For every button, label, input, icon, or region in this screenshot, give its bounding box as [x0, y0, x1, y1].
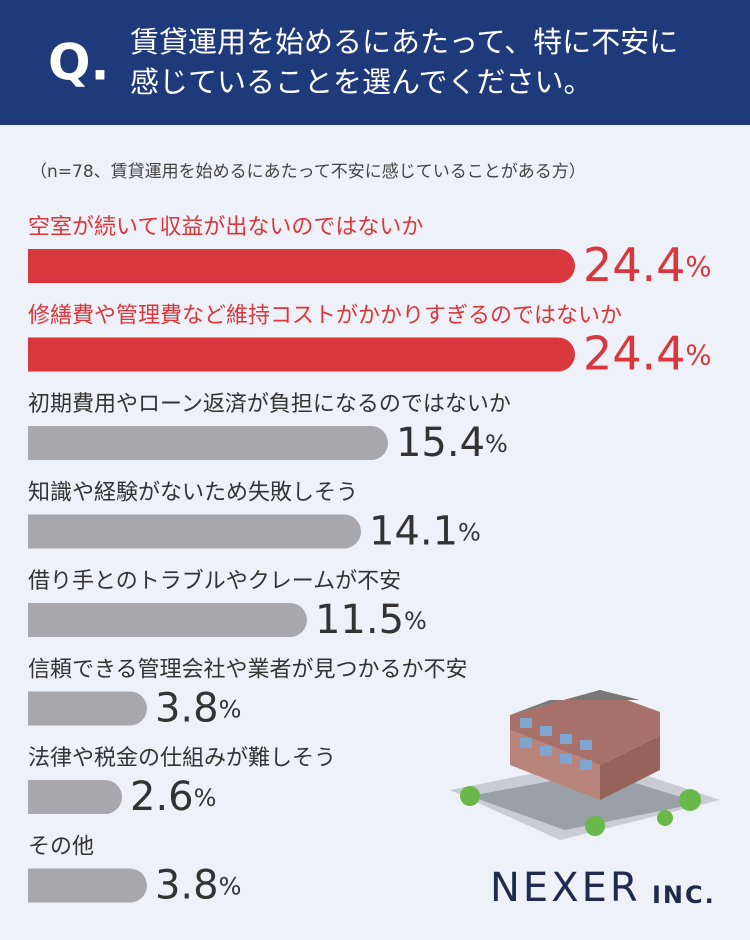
bar [28, 337, 575, 372]
category-label: 借り手とのトラブルやクレームが不安 [28, 569, 401, 594]
bar [28, 691, 147, 726]
bar [28, 780, 123, 814]
bar [28, 426, 388, 460]
value-label: 3.8% [155, 863, 241, 909]
q-mark: Q. [48, 34, 110, 92]
category-label: 初期費用やローン返済が負担になるのではないか [28, 392, 511, 417]
category-label: 空室が続いて収益が出ないのではないか [28, 215, 423, 240]
value-label: 3.8% [155, 686, 241, 732]
subtitle: （n=78、賃貸運用を始めるにあたって不安に感じていることがある方） [30, 162, 586, 182]
category-label: 法律や税金の仕組みが難しそう [28, 746, 336, 771]
bar [28, 603, 307, 637]
value-label: 2.6% [130, 774, 216, 820]
bar [28, 249, 575, 283]
value-label: 24.4% [583, 238, 712, 292]
category-label: 知識や経験がないため失敗しそう [28, 481, 358, 506]
bar [28, 868, 147, 903]
title-line: 賃貸運用を始めるにあたって、特に不安に [130, 25, 678, 59]
category-label: 信頼できる管理会社や業者が見つかるか不安 [28, 658, 468, 683]
value-label: 24.4% [583, 326, 712, 380]
value-label: 15.4% [396, 420, 508, 466]
category-label: その他 [28, 835, 94, 860]
category-label: 修繕費や管理費など維持コストがかかりすぎるのではないか [28, 304, 622, 329]
bar [28, 514, 361, 549]
value-label: 11.5% [315, 597, 427, 643]
header [0, 0, 750, 125]
value-label: 14.1% [369, 509, 481, 555]
title-line: 感じていることを選んでください。 [130, 65, 593, 99]
brand: NEXER [490, 865, 641, 911]
brand-suffix: INC. [652, 881, 716, 909]
building-illustration [450, 690, 720, 840]
